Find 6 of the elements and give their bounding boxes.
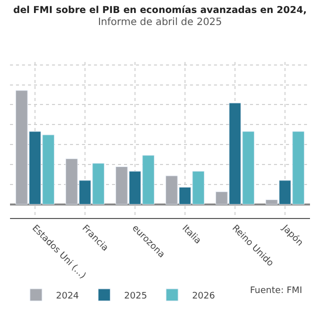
legend-label: 2024 — [56, 291, 80, 302]
legend-label: 2026 — [192, 291, 216, 302]
chart-subtitle: Informe de abril de 2025 — [98, 17, 222, 28]
source-note: Fuente: FMI — [250, 286, 302, 296]
legend-label: 2025 — [124, 291, 148, 302]
chart-title: del FMI sobre el PIB en economías avanzadas en 2024, — [13, 4, 307, 16]
